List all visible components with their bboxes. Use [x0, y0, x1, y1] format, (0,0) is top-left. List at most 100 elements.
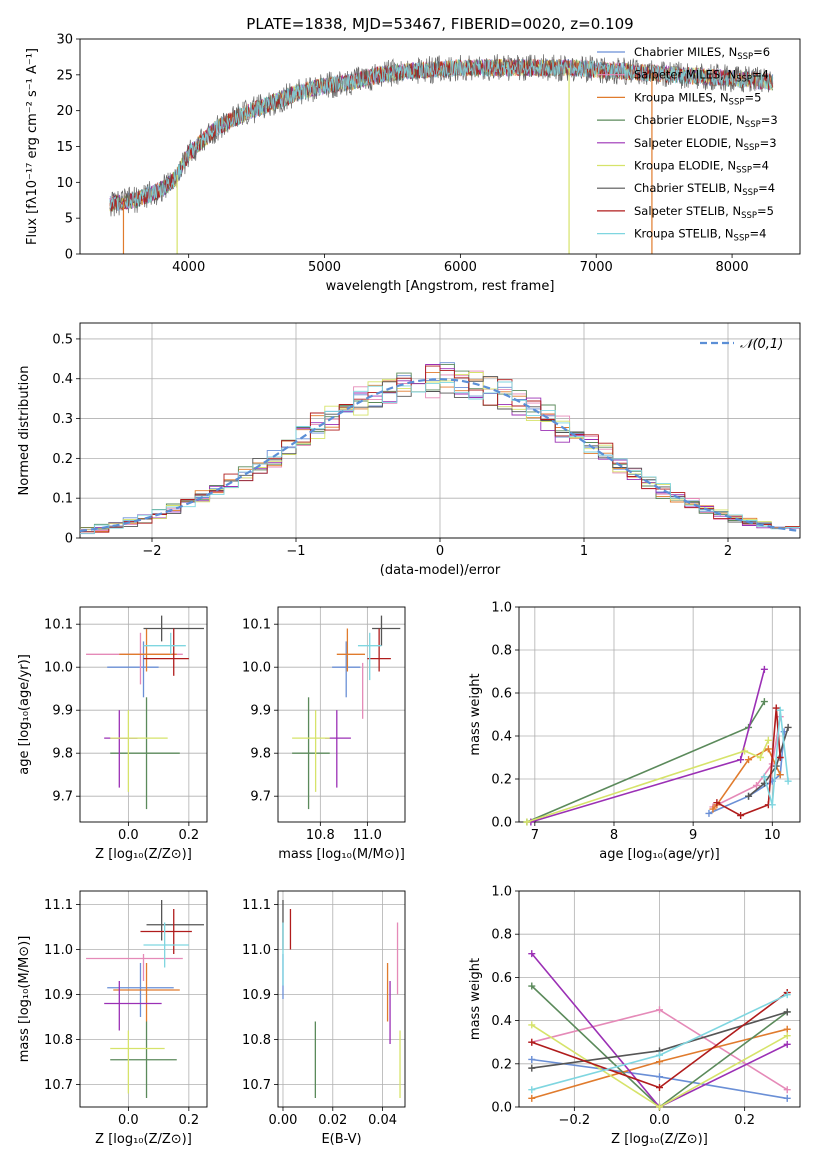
normal-curve: [79, 378, 801, 533]
y-tick-label: 0.2: [52, 452, 73, 467]
y-tick-label: 15: [56, 140, 73, 155]
weight-marker: [528, 1055, 536, 1063]
x-tick-label: 9: [689, 828, 697, 843]
axes-frame: [277, 890, 406, 1108]
x-tick-label: 8000: [716, 260, 749, 275]
histogram-series: [80, 372, 800, 531]
legend-entry: Chabrier ELODIE, NSSP=3: [634, 113, 778, 130]
y-tick-label: 10.8: [242, 1033, 271, 1048]
y-tick-label: 0.5: [52, 332, 73, 347]
legend-entry: Kroupa ELODIE, NSSP=4: [634, 159, 769, 176]
x-tick-label: 7000: [580, 260, 613, 275]
x-tick-label: −2: [142, 544, 161, 559]
y-tick-label: 10.9: [44, 988, 73, 1003]
y-tick-label: 11.0: [44, 943, 73, 958]
x-axis-label: Z [log₁₀(Z/Z⊙)]: [95, 847, 192, 862]
y-axis-label: Normed distribution: [17, 366, 32, 496]
x-tick-label: 0.0: [118, 828, 139, 843]
weight-marker: [745, 756, 753, 764]
weight-marker: [752, 781, 760, 789]
axes-frame: [79, 890, 208, 1108]
weight-marker: [760, 698, 768, 706]
y-tick-label: 9.8: [250, 747, 271, 762]
weight-marker: [737, 812, 745, 820]
x-tick-label: 8: [610, 828, 618, 843]
chart-age-vs-Z: 0.0 0.2 9.7 9.8 9.9 10.0 10.1 Z [log₁₀(Z/Z⊙)] ag…: [17, 606, 208, 862]
weight-marker: [656, 1103, 663, 1111]
x-tick-label: 0.0: [649, 1113, 670, 1128]
y-tick-label: 0.3: [52, 412, 73, 427]
y-tick-label: 10.1: [242, 618, 271, 633]
weight-marker: [737, 756, 745, 764]
x-tick-label: 6000: [444, 260, 477, 275]
histogram-series: [80, 365, 800, 533]
weight-marker: [764, 736, 772, 744]
y-tick-label: 9.7: [250, 790, 271, 805]
y-tick-label: 10.7: [242, 1078, 271, 1093]
weight-line: [763, 710, 789, 806]
y-tick-label: 10.0: [242, 661, 271, 676]
y-tick-label: 20: [56, 104, 73, 119]
y-tick-label: 1.0: [491, 601, 512, 616]
x-axis-label: Z [log₁₀(Z/Z⊙)]: [611, 1132, 708, 1147]
legend-entry: Chabrier STELIB, NSSP=4: [634, 181, 775, 198]
x-tick-label: 0.2: [179, 828, 200, 843]
weight-marker: [784, 723, 792, 731]
y-tick-label: 0.6: [491, 687, 512, 702]
y-tick-label: 10.7: [44, 1078, 73, 1093]
y-tick-label: 0.6: [491, 971, 512, 986]
x-tick-label: 0.2: [734, 1113, 755, 1128]
legend-entry: Salpeter MILES, NSSP=4: [634, 68, 769, 85]
weight-marker: [776, 706, 784, 714]
x-axis-label: mass [log₁₀(M/M⊙)]: [278, 847, 405, 862]
y-tick-label: 9.8: [52, 747, 73, 762]
legend-entry: Kroupa MILES, NSSP=5: [634, 90, 761, 107]
y-tick-label: 9.9: [250, 704, 271, 719]
spectrum-legend: Chabrier MILES, NSSP=6 Salpeter MILES, NS…: [597, 45, 778, 244]
chart-spectrum: 4000 5000 6000 7000 8000 0 5 10 15 20 25 30 waveleng…: [25, 33, 801, 294]
weight-marker: [783, 1008, 791, 1016]
legend-entry: Salpeter ELODIE, NSSP=3: [634, 136, 777, 153]
legend-entry: Kroupa STELIB, NSSP=4: [634, 227, 766, 244]
weight-marker: [741, 747, 749, 755]
y-tick-label: 10.9: [242, 988, 271, 1003]
x-tick-label: 10: [764, 828, 781, 843]
weight-marker: [523, 818, 531, 826]
y-tick-label: 9.9: [52, 704, 73, 719]
y-tick-label: 0.0: [491, 816, 512, 831]
axes-frame: [79, 606, 208, 823]
weight-marker: [709, 805, 717, 813]
chart-residual-histogram: −2 −1 0 1 2 0 0.1 0.2 0.3 0.4 0.5 (data-model)/erro…: [17, 322, 801, 578]
weight-marker: [656, 1073, 663, 1081]
spectrum-line: [109, 59, 774, 212]
y-axis-label: mass weight: [468, 958, 483, 1040]
y-tick-label: 0.4: [491, 730, 512, 745]
axes-frame: [277, 606, 406, 823]
weight-marker: [783, 1094, 791, 1102]
weight-marker: [528, 1021, 536, 1029]
y-tick-label: 1.0: [491, 885, 512, 900]
x-tick-label: 0.2: [179, 1113, 200, 1128]
weight-marker: [756, 754, 764, 761]
x-tick-label: 0.02: [318, 1113, 347, 1128]
y-tick-label: 0.4: [491, 1014, 512, 1029]
weight-marker: [783, 1086, 791, 1094]
x-axis-label: (data-model)/error: [380, 563, 501, 578]
spectrum-lines: [109, 54, 774, 254]
weight-marker: [760, 773, 768, 781]
legend-entry: 𝒩(0,1): [740, 337, 783, 352]
chart-mass-vs-Z: 0.0 0.2 10.7 10.8 10.9 11.0 11.1 Z [log₁₀(Z/Z⊙)…: [17, 890, 208, 1147]
x-tick-label: −0.2: [559, 1113, 591, 1128]
y-axis-label: mass weight: [468, 673, 483, 755]
x-axis-label: Z [log₁₀(Z/Z⊙)]: [95, 1132, 192, 1147]
y-axis-label: age [log₁₀(age/yr)]: [17, 654, 32, 775]
x-tick-label: −1: [286, 544, 305, 559]
x-tick-label: 5000: [308, 260, 341, 275]
weight-marker: [656, 1006, 663, 1014]
weight-marker: [783, 1025, 791, 1033]
x-axis-label: age [log₁₀(age/yr)]: [599, 847, 720, 862]
x-tick-label: 0.0: [118, 1113, 139, 1128]
chart-mass-weight-vs-age: 7 8 9 10 0.0 0.2 0.4 0.6 0.8 1.0 age [log₁₀(age/yr…: [468, 601, 801, 862]
y-tick-label: 0.2: [491, 773, 512, 788]
